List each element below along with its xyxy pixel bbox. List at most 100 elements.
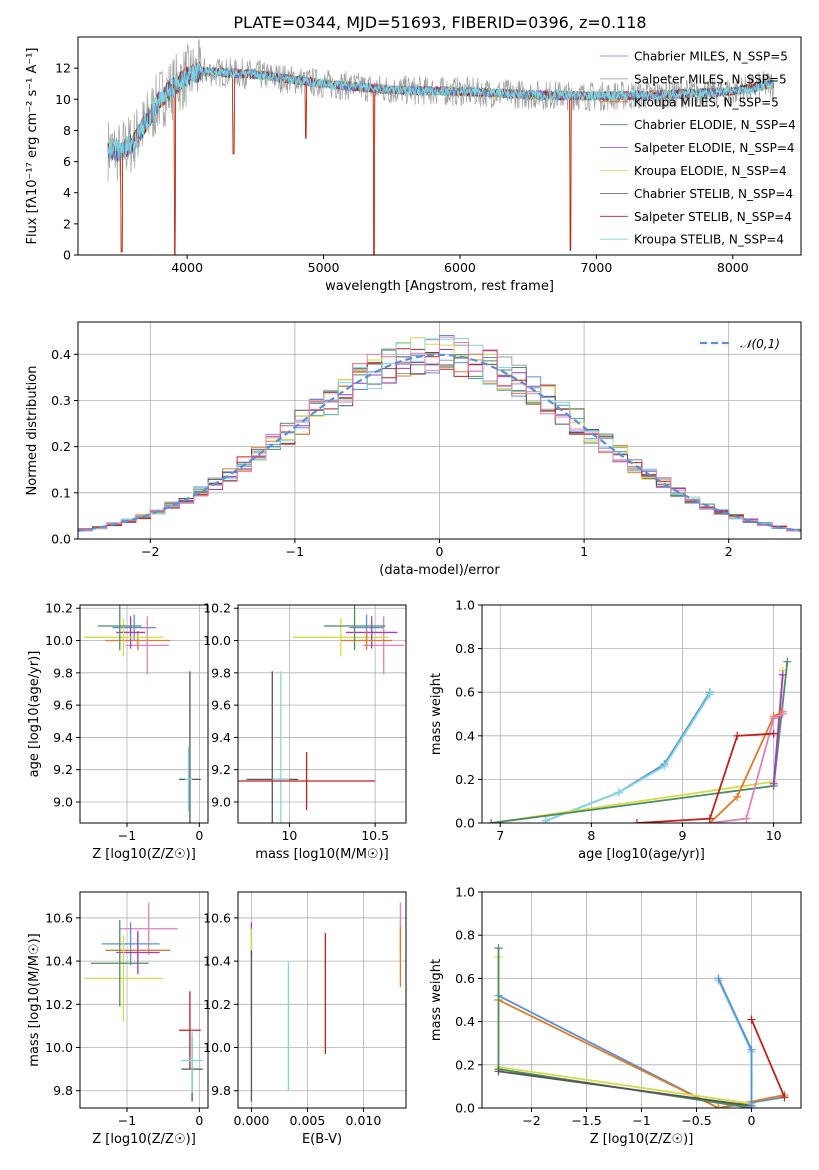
legend-entry: Kroupa ELODIE, N_SSP=4 — [634, 164, 787, 178]
y-tick-label: 4 — [63, 185, 71, 200]
legend-entry: Chabrier MILES, N_SSP=5 — [634, 50, 788, 64]
axes-age_vs_mass: 10 10.5 9.0 9.2 9.4 9.6 9.8 10.0 10.2 mass [log10… — [203, 601, 407, 862]
x-tick-label: 0.000 — [234, 1113, 270, 1128]
weight-marker — [487, 819, 496, 823]
y-tick-label: 0 — [63, 248, 71, 263]
figure-title: PLATE=0344, MJD=51693, FIBERID=0396, z=0… — [233, 13, 646, 32]
x-axis-label: Z [log10(Z/Z☉)] — [590, 1132, 694, 1147]
plot-area-spectrum — [107, 38, 775, 255]
y-tick-label: 12 — [55, 61, 71, 76]
x-tick-label: −1 — [118, 1113, 136, 1128]
axes-frame — [79, 891, 209, 1109]
grid — [80, 892, 208, 1108]
x-tick-label: 5000 — [308, 260, 340, 275]
weight-line-chabrier_miles — [498, 994, 785, 1108]
x-tick-label: 0 — [748, 1113, 756, 1128]
y-tick-label: 9.4 — [53, 730, 73, 745]
y-tick-label: 10.4 — [45, 954, 73, 969]
y-tick-label: 9.0 — [211, 795, 231, 810]
weight-marker — [780, 1093, 789, 1102]
y-tick-label: 0.0 — [51, 532, 71, 547]
x-axis-label: E(B-V) — [302, 1132, 342, 1147]
y-tick-label: 9.8 — [211, 1083, 231, 1098]
x-axis-label: wavelength [Angstrom, rest frame] — [325, 279, 554, 294]
plot-area-weight_vs_Z — [494, 944, 789, 1108]
weight-marker — [714, 1104, 723, 1108]
y-tick-label: 10.4 — [203, 954, 231, 969]
y-tick-label: 10.2 — [45, 601, 73, 616]
plot-area-residuals — [78, 335, 801, 534]
y-tick-label: 0.4 — [51, 347, 71, 362]
weight-line-chabrier_elodie — [490, 661, 789, 823]
y-tick-label: 8 — [63, 123, 71, 138]
x-tick-label: 10.5 — [361, 828, 389, 843]
weight-marker — [742, 814, 751, 823]
y-tick-label: 0.2 — [455, 772, 475, 787]
x-tick-label: 8 — [587, 828, 595, 843]
weight-marker — [769, 714, 778, 723]
y-tick-label: 9.0 — [53, 795, 73, 810]
axes-frame — [79, 604, 209, 824]
grid — [238, 605, 406, 823]
weight-marker — [632, 819, 641, 823]
y-tick-label: 10.6 — [45, 910, 73, 925]
x-tick-label: 0 — [436, 544, 444, 559]
ticks: −2 −1 0 1 2 0.0 0.1 0.2 0.3 0.4 — [51, 347, 733, 559]
x-tick-label: 0.005 — [290, 1113, 326, 1128]
weight-marker — [747, 1045, 756, 1054]
y-tick-label: 10.0 — [45, 633, 73, 648]
y-tick-label: 10.0 — [45, 1040, 73, 1055]
x-axis-label: Z [log10(Z/Z☉)] — [92, 847, 196, 862]
weight-line-kroupa_stelib — [545, 693, 711, 822]
grid — [80, 605, 208, 823]
axes-frame — [481, 604, 802, 824]
x-axis-label: (data-model)/error — [379, 563, 500, 578]
weight-marker — [494, 1067, 503, 1076]
axes-mass_vs_Z: −1 0 9.8 10.0 10.2 10.4 10.6 Z [log10(Z/Z☉)] mas… — [27, 891, 209, 1147]
axes-residuals: −2 −1 0 1 2 0.0 0.1 0.2 0.3 0.4 (data-model)/error… — [25, 321, 802, 578]
x-tick-label: 0 — [195, 828, 203, 843]
weight-line-kroupa_elodie — [490, 670, 784, 823]
x-axis-label: Z [log10(Z/Z☉)] — [92, 1132, 196, 1147]
y-axis-label: mass weight — [429, 673, 444, 755]
weight-marker — [778, 710, 787, 718]
y-tick-label: 10 — [55, 92, 71, 107]
y-tick-label: 6 — [63, 154, 71, 169]
y-tick-label: 9.2 — [53, 762, 73, 777]
y-tick-label: 10.2 — [203, 997, 231, 1012]
x-tick-label: 9 — [679, 828, 687, 843]
x-tick-label: 4000 — [171, 260, 203, 275]
ticks: 0.000 0.005 0.010 9.8 10.0 10.2 10.4 10.6 — [203, 910, 381, 1128]
axes-age_vs_Z: −1 0 9.0 9.2 9.4 9.6 9.8 10.0 10.2 Z [log10(Z/Z☉)… — [27, 601, 209, 862]
weight-marker — [747, 1101, 756, 1108]
weight-line-salpeter_stelib — [750, 1019, 786, 1098]
x-tick-label: 7000 — [580, 260, 612, 275]
weight-line-pink — [709, 713, 784, 823]
y-axis-label: mass [log10(M/M☉)] — [27, 933, 42, 1066]
weight-marker — [783, 657, 792, 666]
weight-marker — [714, 974, 723, 983]
legend-entry: Kroupa MILES, N_SSP=5 — [634, 95, 779, 109]
weight-line-kroupa_elodie — [497, 956, 752, 1105]
y-tick-label: 9.8 — [211, 665, 231, 680]
axes-frame — [237, 604, 407, 824]
legend-entry: Chabrier ELODIE, N_SSP=4 — [634, 118, 796, 132]
axes-frame — [481, 891, 802, 1109]
axes-frame — [237, 891, 407, 1109]
y-tick-label: 0.2 — [455, 1057, 475, 1072]
y-tick-label: 0.2 — [51, 439, 71, 454]
spectrum-line-kroupa_stelib — [107, 60, 775, 162]
x-tick-label: −2 — [141, 544, 159, 559]
ticks: −1 0 9.8 10.0 10.2 10.4 10.6 — [45, 910, 203, 1128]
y-axis-label: age [log10(age/yr)] — [27, 651, 42, 778]
weight-marker — [494, 944, 503, 953]
y-tick-label: 9.6 — [211, 698, 231, 713]
gaussian-curve — [78, 353, 801, 532]
weight-line-salpeter_stelib — [636, 732, 774, 823]
y-tick-label: 0.6 — [455, 685, 475, 700]
x-tick-label: −2 — [522, 1113, 540, 1128]
x-tick-label: −1 — [286, 544, 304, 559]
y-tick-label: 9.6 — [53, 698, 73, 713]
y-tick-label: 0.0 — [455, 1101, 475, 1116]
